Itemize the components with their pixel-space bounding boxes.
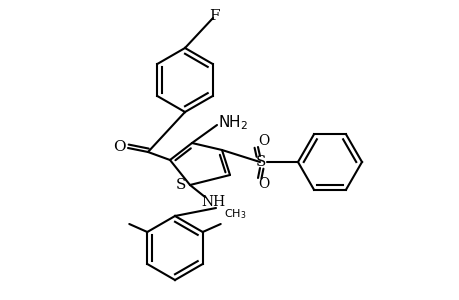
- Text: NH$_2$: NH$_2$: [218, 114, 247, 132]
- Text: O: O: [258, 177, 269, 191]
- Text: O: O: [258, 134, 269, 148]
- Text: F: F: [208, 9, 219, 23]
- Text: O: O: [112, 140, 125, 154]
- Text: S: S: [175, 178, 186, 192]
- Text: NH: NH: [201, 195, 224, 209]
- Text: S: S: [255, 155, 266, 169]
- Text: CH$_3$: CH$_3$: [223, 207, 246, 221]
